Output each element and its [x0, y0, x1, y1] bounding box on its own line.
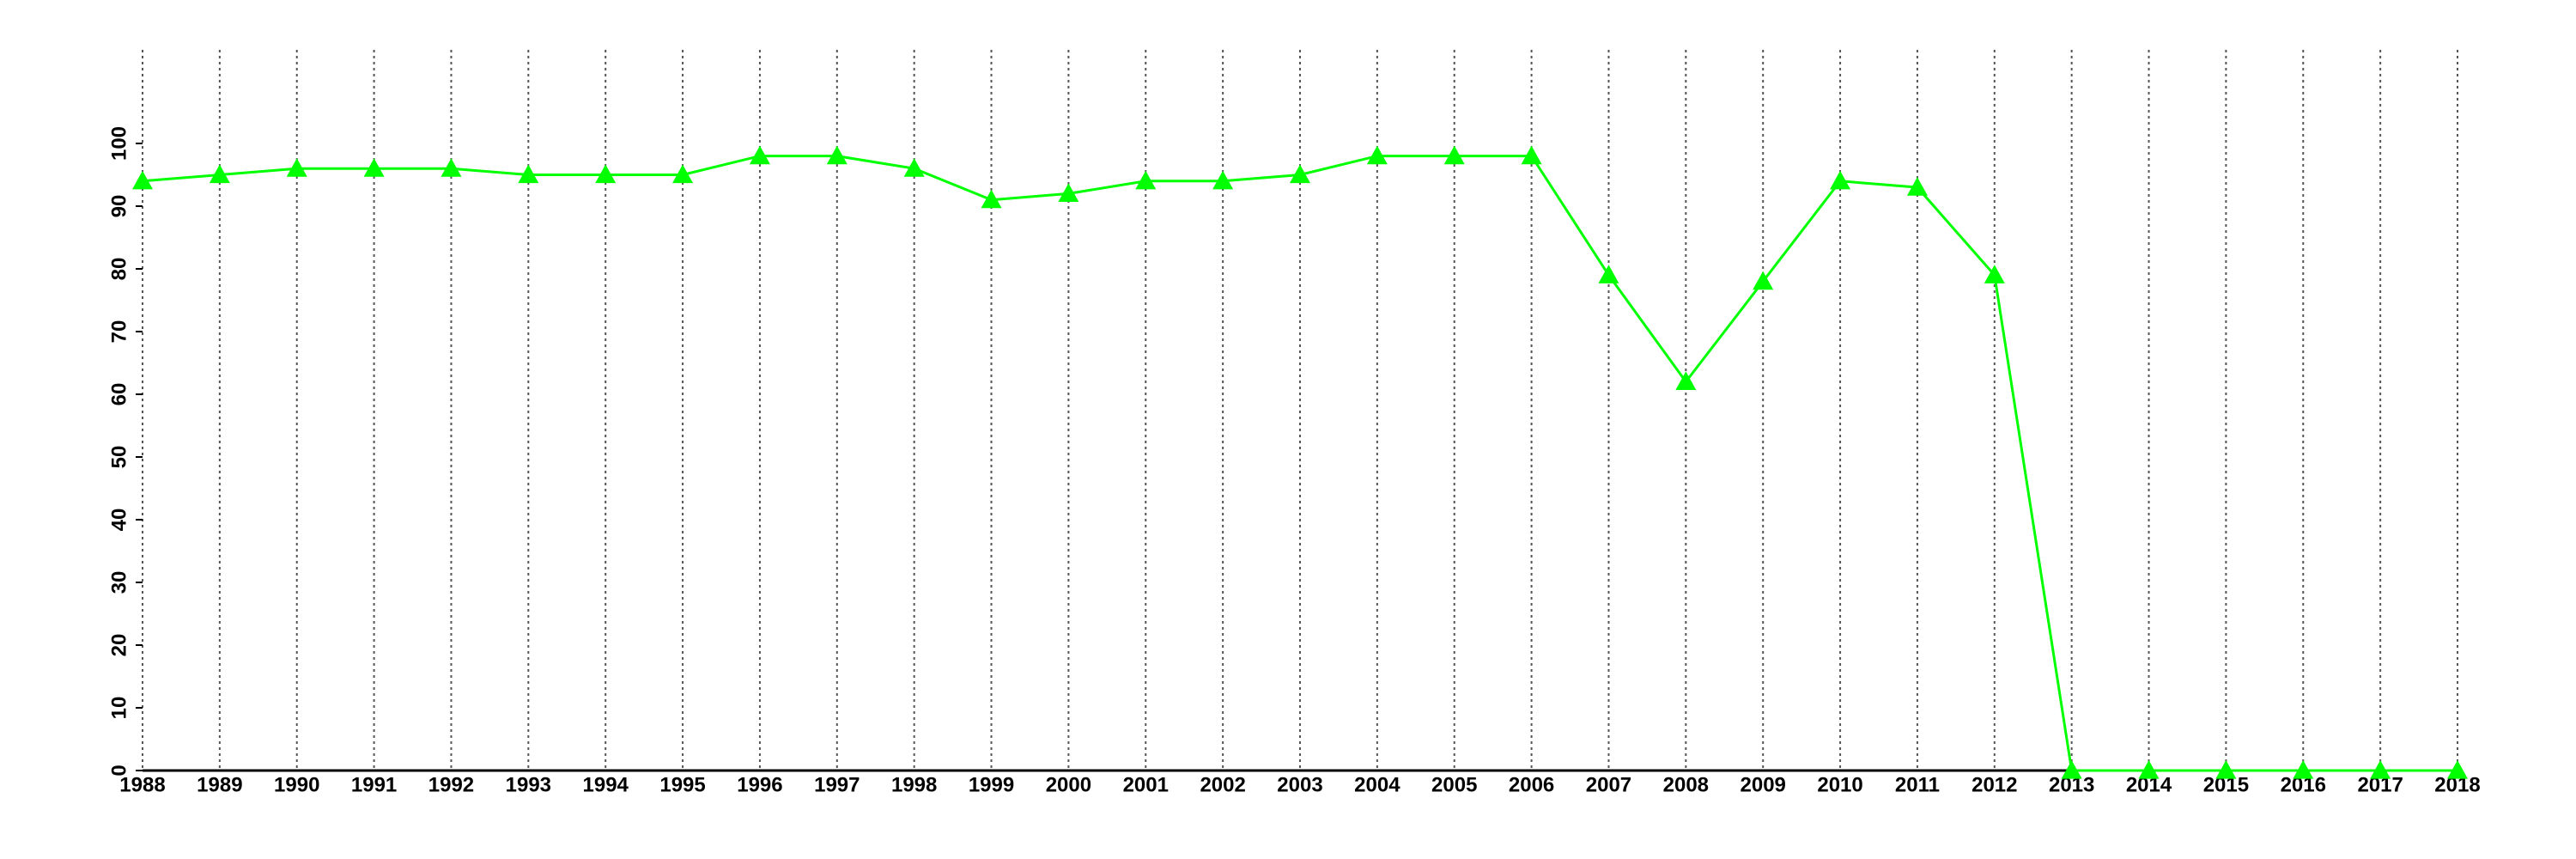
marker — [903, 158, 925, 177]
y-tick-label: 30 — [107, 571, 131, 594]
x-tick-label: 1993 — [506, 773, 551, 796]
marker — [595, 164, 617, 184]
marker — [981, 189, 1002, 209]
x-tick-label: 1997 — [814, 773, 860, 796]
x-tick-label: 2012 — [1971, 773, 2017, 796]
x-tick-label: 1996 — [737, 773, 782, 796]
marker — [1521, 145, 1542, 165]
x-tick-label: 2004 — [1354, 773, 1400, 796]
marker — [672, 164, 694, 184]
marker — [1443, 145, 1465, 165]
marker — [1675, 371, 1697, 390]
marker — [826, 145, 848, 165]
marker — [1212, 170, 1234, 190]
marker — [1290, 164, 1310, 184]
marker — [1984, 265, 2005, 283]
x-tick-label: 1989 — [197, 773, 242, 796]
marker — [1058, 183, 1079, 202]
x-tick-label: 2003 — [1277, 773, 1322, 796]
x-tick-label: 2002 — [1200, 773, 1245, 796]
x-tick-label: 1995 — [659, 773, 705, 796]
marker — [1598, 265, 1619, 283]
marker — [1753, 271, 1774, 290]
marker — [1135, 170, 1157, 190]
y-tick-label: 0 — [107, 765, 131, 776]
marker — [2370, 760, 2391, 779]
marker — [2061, 760, 2082, 779]
x-tick-label: 2010 — [1817, 773, 1862, 796]
x-tick-label: 1992 — [428, 773, 474, 796]
marker — [440, 158, 462, 177]
marker — [2215, 760, 2237, 779]
x-tick-label: 2001 — [1123, 773, 1169, 796]
x-tick-label: 2008 — [1663, 773, 1709, 796]
marker — [2447, 760, 2468, 779]
marker — [2293, 760, 2314, 779]
data-line — [142, 155, 2458, 772]
marker — [749, 145, 770, 165]
y-tick-label: 90 — [107, 195, 131, 218]
y-tick-label: 20 — [107, 634, 131, 657]
marker — [209, 164, 230, 184]
x-tick-label: 2007 — [1586, 773, 1631, 796]
x-tick-label: 2009 — [1741, 773, 1786, 796]
x-tick-label: 2011 — [1895, 773, 1940, 796]
x-tick-label: 1990 — [274, 773, 319, 796]
marker — [2138, 760, 2160, 779]
x-tick-label: 1999 — [969, 773, 1014, 796]
y-tick-label: 10 — [107, 697, 131, 720]
marker — [132, 170, 153, 190]
marker — [518, 164, 539, 184]
x-tick-label: 1994 — [583, 773, 629, 796]
y-tick-label: 50 — [107, 446, 131, 469]
y-tick-label: 80 — [107, 258, 131, 281]
marker — [1830, 170, 1851, 190]
x-tick-label: 2005 — [1431, 773, 1477, 796]
marker — [286, 158, 307, 177]
marker — [1906, 177, 1928, 196]
x-tick-label: 2006 — [1509, 773, 1554, 796]
marker — [363, 158, 385, 177]
x-tick-label: 2000 — [1046, 773, 1091, 796]
x-tick-label: 1988 — [119, 773, 165, 796]
x-tick-label: 1998 — [891, 773, 937, 796]
x-tick-label: 1991 — [351, 773, 397, 796]
y-tick-label: 60 — [107, 383, 131, 406]
marker — [1366, 145, 1388, 165]
y-tick-label: 100 — [107, 126, 131, 161]
y-tick-label: 70 — [107, 320, 131, 344]
y-tick-label: 40 — [107, 509, 131, 532]
